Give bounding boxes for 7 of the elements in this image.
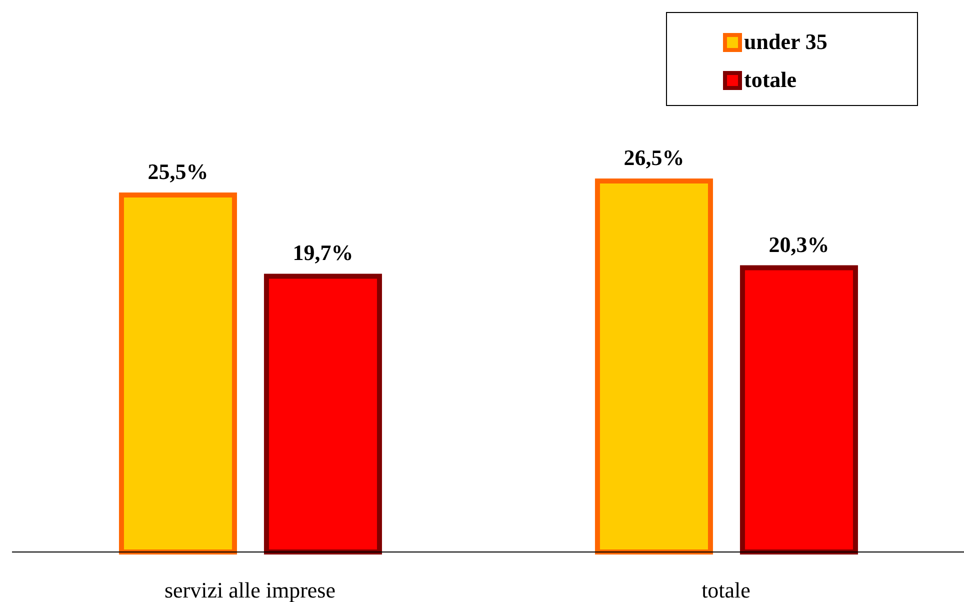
data-label: 25,5% [148,158,208,184]
legend-label: under 35 [744,29,828,55]
legend-label: totale [744,67,797,93]
data-label: 20,3% [768,232,830,257]
data-label: 19,7% [292,240,354,266]
data-label: 26,5% [624,144,684,170]
x-tick-label: servizi alle imprese [164,578,336,602]
